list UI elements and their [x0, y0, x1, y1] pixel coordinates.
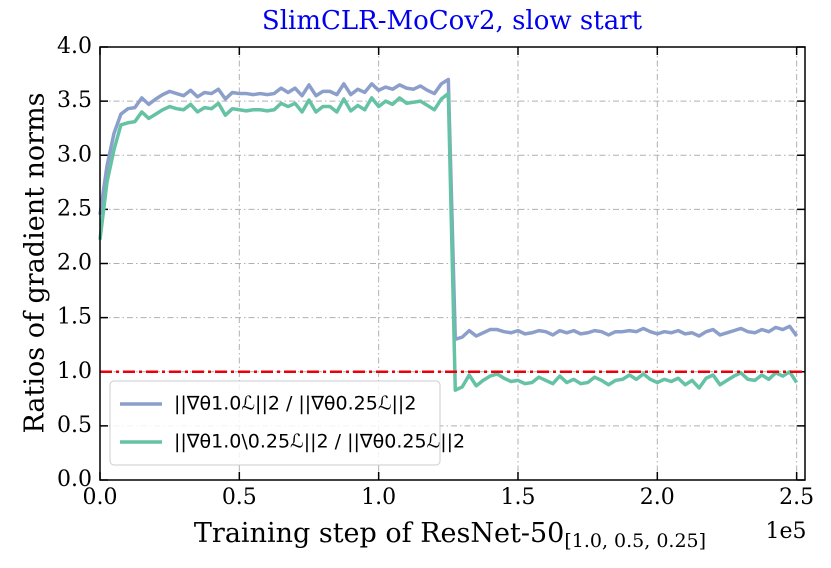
- y-tick-label: 0.0: [57, 467, 92, 492]
- data-line: [98, 77, 799, 342]
- legend-label: ||∇θ1.0\0.25ℒ||2 / ||∇θ0.25ℒ||2: [174, 431, 465, 453]
- y-tick-label: 2.5: [57, 196, 92, 221]
- y-axis-label: Ratios of gradient norms: [20, 92, 51, 433]
- y-tick-label: 0.5: [57, 413, 92, 438]
- y-tick-label: 3.5: [57, 88, 92, 113]
- y-tick-label: 1.5: [57, 305, 92, 330]
- x-tick-label: 1.0: [361, 485, 396, 510]
- x-tick-label: 1.5: [500, 485, 535, 510]
- y-tick-label: 1.0: [57, 359, 92, 384]
- x-tick-label: 2.0: [640, 485, 675, 510]
- legend-box: [109, 380, 441, 466]
- legend: ||∇θ1.0ℒ||2 / ||∇θ0.25ℒ||2 ||∇θ1.0\0.25ℒ|…: [109, 380, 465, 466]
- legend-label: ||∇θ1.0ℒ||2 / ||∇θ0.25ℒ||2: [174, 393, 416, 415]
- x-tick-label: 2.5: [779, 485, 814, 510]
- y-tick-label: 4.0: [57, 34, 92, 59]
- x-axis-label-subscript: [1.0, 0.5, 0.25]: [564, 530, 706, 552]
- y-tick-label: 2.0: [57, 251, 92, 276]
- data-line: [98, 91, 799, 392]
- y-tick-label: 3.0: [57, 142, 92, 167]
- x-axis-label-main: Training step of ResNet-50: [194, 518, 564, 549]
- plot-frame: [99, 46, 806, 481]
- x-tick-label: 0.5: [222, 485, 257, 510]
- x-tick-label: 0.0: [83, 485, 118, 510]
- chart-title: SlimCLR-MoCov2, slow start: [262, 6, 643, 36]
- x-axis-label: Training step of ResNet-50[1.0, 0.5, 0.2…: [194, 518, 706, 553]
- x-offset-text: 1e5: [765, 519, 806, 544]
